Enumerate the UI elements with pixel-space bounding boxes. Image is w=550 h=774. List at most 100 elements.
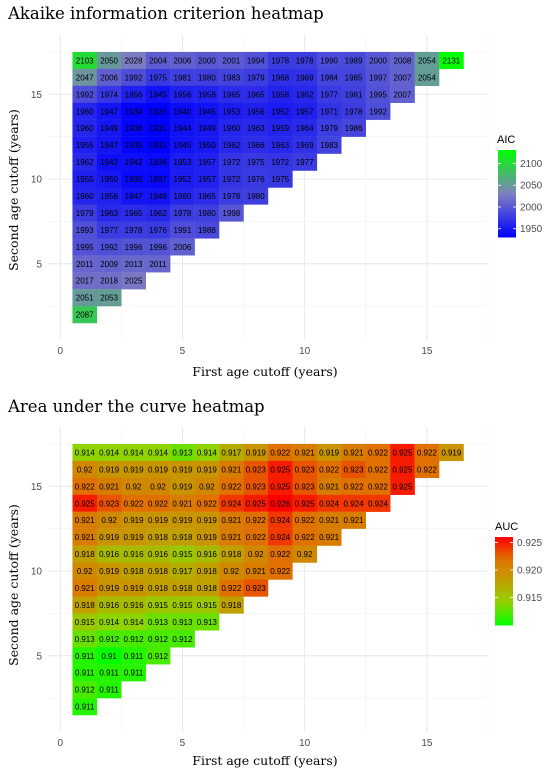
- aic-tile-label: 1937: [149, 175, 167, 184]
- auc-legend-swatch: [495, 587, 513, 591]
- aic-tile: [316, 51, 342, 70]
- auc-tile: [170, 562, 195, 580]
- aic-tile-label: 2025: [125, 277, 143, 286]
- aic-tile: [121, 119, 146, 137]
- aic-tile-label: 1972: [222, 175, 240, 184]
- aic-tile: [219, 85, 244, 103]
- aic-tile: [341, 85, 366, 103]
- auc-tile: [316, 511, 342, 529]
- auc-tile-label: 0.915: [148, 601, 169, 610]
- aic-tile-label: 1965: [247, 90, 265, 99]
- auc-legend-swatch: [495, 583, 513, 586]
- aic-legend-swatch: [498, 184, 516, 188]
- auc-tile-label: 0.922: [270, 567, 291, 576]
- auc-tile: [96, 562, 122, 580]
- auc-tile: [365, 494, 391, 512]
- auc-legend-swatch: [495, 592, 513, 595]
- auc-tile-label: 0.921: [344, 516, 365, 525]
- auc-tile: [145, 477, 171, 495]
- aic-tile-label: 1960: [222, 124, 240, 133]
- aic-tile: [72, 51, 98, 70]
- aic-tile: [194, 51, 220, 70]
- auc-tile: [268, 443, 293, 462]
- auc-legend-swatch: [495, 559, 513, 562]
- aic-legend-title: AIC: [497, 134, 515, 146]
- auc-legend-swatch: [495, 618, 513, 622]
- aic-tile: [292, 51, 318, 70]
- auc-tile: [145, 562, 171, 580]
- aic-tile: [145, 187, 171, 205]
- auc-legend-swatch: [495, 576, 513, 580]
- aic-tile: [121, 238, 146, 256]
- aic-tile-label: 1972: [222, 158, 240, 167]
- auc-tile: [145, 443, 171, 462]
- auc-tile-label: 0.917: [172, 567, 193, 576]
- aic-tile: [145, 51, 171, 70]
- auc-tile: [121, 596, 146, 614]
- aic-tile-label: 1946: [149, 192, 167, 201]
- aic-tile-label: 1962: [296, 90, 314, 99]
- aic-tile: [145, 68, 171, 87]
- auc-tile-label: 0.922: [319, 465, 340, 474]
- aic-tile-label: 1979: [76, 209, 94, 218]
- auc-tile: [268, 562, 293, 580]
- aic-legend-tick-label: 2050: [520, 181, 543, 192]
- aic-legend-swatch: [498, 202, 516, 205]
- auc-tile: [316, 528, 342, 546]
- aic-legend-swatch: [498, 173, 516, 177]
- aic-legend-swatch: [498, 163, 516, 166]
- aic-tile-label: 1997: [369, 73, 387, 82]
- aic-tile-label: 1955: [76, 141, 94, 150]
- aic-tile-label: 1979: [247, 73, 265, 82]
- aic-tile-label: 1980: [198, 73, 216, 82]
- aic-tile: [121, 170, 146, 188]
- aic-tile: [72, 306, 98, 324]
- auc-tile-label: 0.921: [319, 516, 340, 525]
- aic-tile: [170, 68, 195, 87]
- aic-x-tick-label: 10: [299, 346, 311, 357]
- aic-tile: [96, 170, 122, 188]
- aic-tile-label: 2000: [369, 56, 387, 65]
- aic-tile: [145, 136, 171, 154]
- auc-tile: [268, 477, 293, 495]
- auc-tile-label: 0.912: [124, 635, 145, 644]
- aic-legend-swatch: [498, 208, 516, 212]
- auc-tile-label: 0.918: [124, 567, 145, 576]
- aic-tile: [268, 153, 293, 171]
- auc-tile: [341, 477, 366, 495]
- auc-legend-swatch: [495, 620, 513, 624]
- aic-tile-label: 1944: [174, 124, 192, 133]
- aic-tile-label: 1992: [125, 73, 143, 82]
- aic-tile: [170, 51, 195, 70]
- auc-tile-label: 0.923: [344, 465, 365, 474]
- auc-tile: [292, 545, 318, 563]
- aic-legend-swatch: [498, 226, 516, 229]
- auc-tile: [72, 460, 98, 479]
- aic-tile: [72, 238, 98, 256]
- aic-tile-label: 1938: [149, 158, 167, 167]
- auc-x-tick-label: 15: [421, 738, 433, 749]
- aic-tile-label: 1992: [76, 90, 94, 99]
- aic-legend-swatch: [498, 197, 516, 201]
- aic-tile: [341, 119, 366, 137]
- auc-tile: [121, 647, 146, 665]
- aic-tile: [243, 85, 269, 103]
- auc-tile-label: 0.918: [75, 550, 96, 559]
- auc-tile: [121, 511, 146, 529]
- aic-tile: [72, 153, 98, 171]
- auc-tile-label: 0.914: [99, 448, 120, 457]
- aic-legend-swatch: [498, 152, 516, 155]
- aic-x-tick-label: 0: [57, 346, 63, 357]
- aic-tile-label: 2103: [76, 56, 94, 65]
- auc-tile: [390, 443, 415, 462]
- auc-tile-label: 0.919: [124, 533, 145, 542]
- auc-tile-label: 0.921: [99, 482, 120, 491]
- aic-tile: [170, 119, 195, 137]
- auc-tile-label: 0.924: [221, 499, 242, 508]
- auc-tile-label: 0.92: [224, 567, 240, 576]
- aic-tile: [365, 51, 391, 70]
- auc-tile-label: 0.922: [246, 533, 267, 542]
- auc-tile: [121, 494, 146, 512]
- auc-tile: [170, 545, 195, 563]
- aic-legend-swatch: [498, 160, 516, 164]
